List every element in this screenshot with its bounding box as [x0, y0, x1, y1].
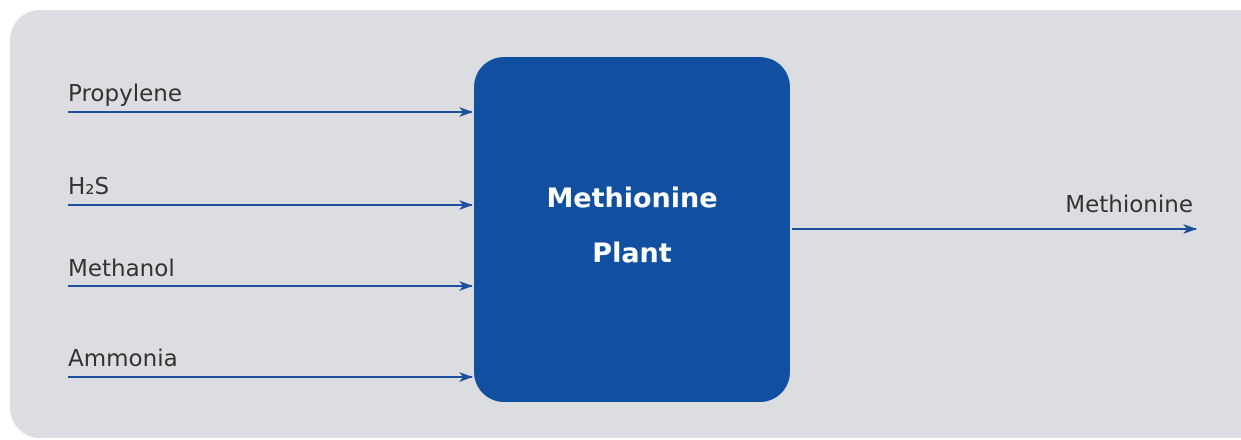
input-label: Methanol — [68, 256, 175, 282]
process-box — [474, 57, 790, 402]
output-label: Methionine — [1065, 192, 1193, 218]
process-label: Plant — [592, 238, 671, 269]
input-label: H₂S — [68, 174, 109, 200]
input-label: Ammonia — [68, 346, 178, 372]
input-label: Propylene — [68, 81, 182, 107]
process-label: Methionine — [546, 183, 717, 214]
